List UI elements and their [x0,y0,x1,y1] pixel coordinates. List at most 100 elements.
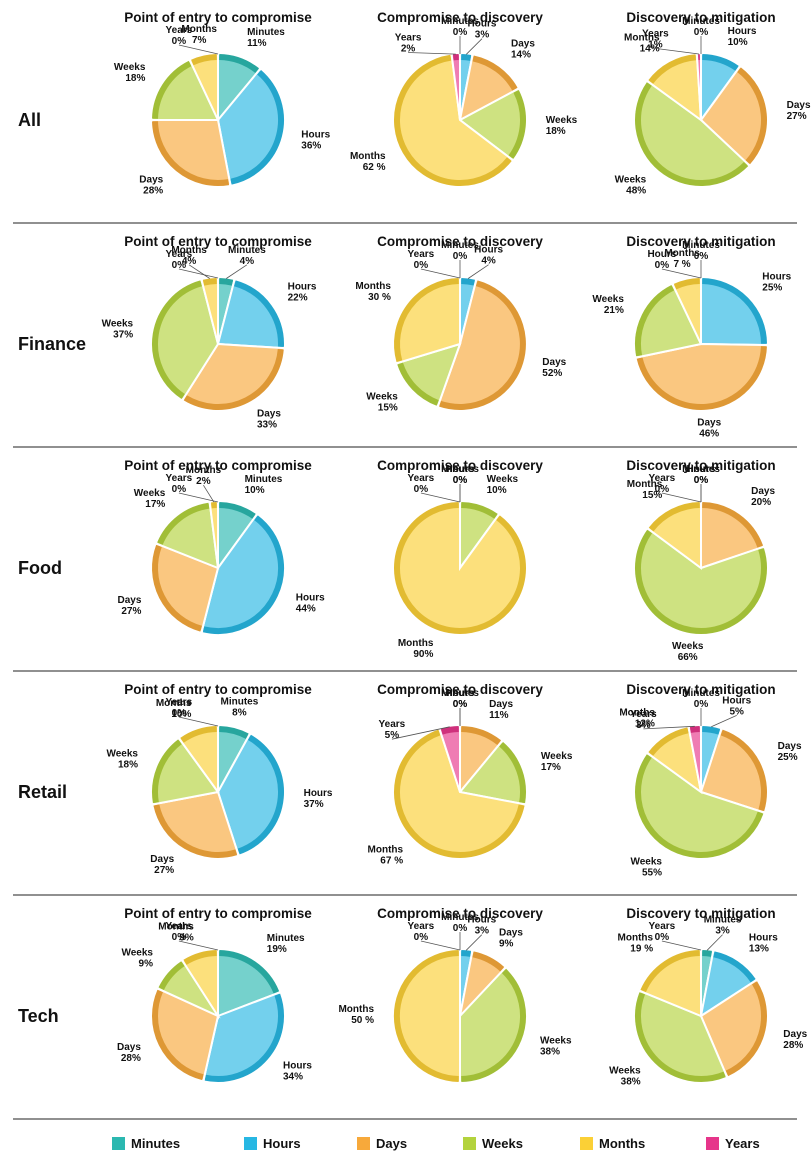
data-label-hours: Hours 0% [647,249,676,271]
data-label-months: Months 90% [398,638,434,660]
data-label-minutes: Minutes 3% [704,915,742,937]
data-label-days: Days 14% [511,39,535,61]
pie-slice-hours-rim [461,950,472,957]
pie-slice-days-rim [152,544,202,632]
data-label-years: Years 0% [649,473,676,495]
pie-slice-hours-rim [230,69,284,185]
data-label-years: Years 0% [166,25,193,47]
data-label-minutes: Minutes 4% [228,245,266,267]
pie-slice-months-rim [648,727,689,756]
pie-slice-weeks-rim [152,280,202,400]
chart-title: Compromise to discovery [377,458,543,473]
pie-chart: Point of entry to compromise Minutes 19% Ho… [117,906,312,1083]
data-label-months: Months 19 % [618,933,654,955]
data-label-minutes: Minutes 0% [682,240,720,262]
legend-swatch-weeks [463,1137,476,1150]
pie-slice-days-rim [702,502,764,548]
data-label-weeks: Weeks 18% [114,62,146,84]
data-label-months: Months 4% [171,245,207,267]
pie-slice-days-rim [720,729,767,812]
data-label-years: Years 0% [166,473,193,495]
leader-line [178,44,219,55]
chart-title: Compromise to discovery [377,906,543,921]
data-label-years: Years 0% [166,921,193,943]
data-label-days: Days 28% [117,1042,141,1064]
legend: Minutes Hours Days Weeks Months Years [112,1136,760,1151]
data-label-minutes: Minutes 10% [245,474,283,496]
pie-slice-months-rim [191,54,217,66]
pie-slice-weeks-rim [635,992,726,1082]
pie-slice-weeks-rim [152,60,192,119]
legend-swatch-months [580,1137,593,1150]
leader-line [661,940,702,951]
data-label-weeks: Weeks 48% [615,174,647,196]
data-label-days: Days 27% [150,854,174,876]
chart-title: Discovery to mitigation [626,10,775,25]
legend-swatch-days [357,1137,370,1150]
pie-slice-weeks-rim [157,502,210,545]
leader-line [711,715,737,728]
pie-slice-days-rim [439,280,526,410]
legend-label-weeks: Weeks [482,1136,523,1151]
legend-swatch-years [706,1137,719,1150]
data-label-hours: Hours 36% [301,129,330,151]
pie-slice-days-rim [183,348,284,410]
data-label-days: Days 52% [542,357,566,379]
chart-title: Discovery to mitigation [626,458,775,473]
pie-slice-hours-rim [204,993,284,1082]
data-label-months: Months 14% [624,33,660,55]
pie-slice-years-rim [689,726,700,733]
pie-slice-days-rim [152,121,230,186]
data-label-minutes: Minutes 0% [682,688,720,710]
pie-slice-weeks-rim [635,754,764,858]
data-label-days: Days 27% [117,595,141,617]
pie-slice-minutes-rim [219,950,280,994]
pie-slice-months-rim [393,950,459,1082]
data-label-hours: Hours 44% [296,593,325,615]
data-label-years: Years 0% [408,249,435,271]
leader-line [408,52,456,55]
data-label-minutes: Minutes 0% [441,464,479,486]
chart-title: Compromise to discovery [377,682,543,697]
data-label-months: Months 15% [627,479,663,501]
leader-line [178,268,219,279]
data-label-weeks: Weeks 9% [121,948,153,970]
legend-label-days: Days [376,1136,407,1151]
data-label-years: Years 0% [408,921,435,943]
data-label-weeks: Weeks 17% [541,751,573,773]
leader-line [706,934,723,951]
data-label-hours: Hours 10% [728,26,757,48]
data-label-days: Days 27% [787,100,811,122]
pie-slice-minutes-rim [219,278,234,286]
leader-line [178,716,219,727]
pie-slice-months-rim [394,729,525,858]
pie-slice-months-rim [202,278,217,286]
data-label-months: Months 7% [181,24,217,46]
leader-line [420,492,461,503]
chart-title: Point of entry to compromise [124,458,312,473]
pie-slice-minutes-rim [219,54,260,74]
chart-title: Point of entry to compromise [124,10,312,25]
data-label-days: Days 9% [499,927,523,949]
chart-title: Discovery to mitigation [626,234,775,249]
data-label-weeks: Weeks 17% [134,488,166,510]
legend-label-years: Years [725,1136,760,1151]
data-label-months: Months 67 % [368,845,404,867]
row-label-finance: Finance [18,334,86,354]
data-label-weeks: Weeks 18% [546,115,578,137]
data-label-years: Years 0% [166,697,193,719]
chart-title: Discovery to mitigation [626,906,775,921]
data-label-days: Days 28% [783,1029,807,1051]
pie-slice-hours-rim [237,734,285,855]
leader-line [226,264,248,279]
data-label-years: Years 0% [649,921,676,943]
leader-line [643,725,695,730]
leader-line [178,492,219,503]
